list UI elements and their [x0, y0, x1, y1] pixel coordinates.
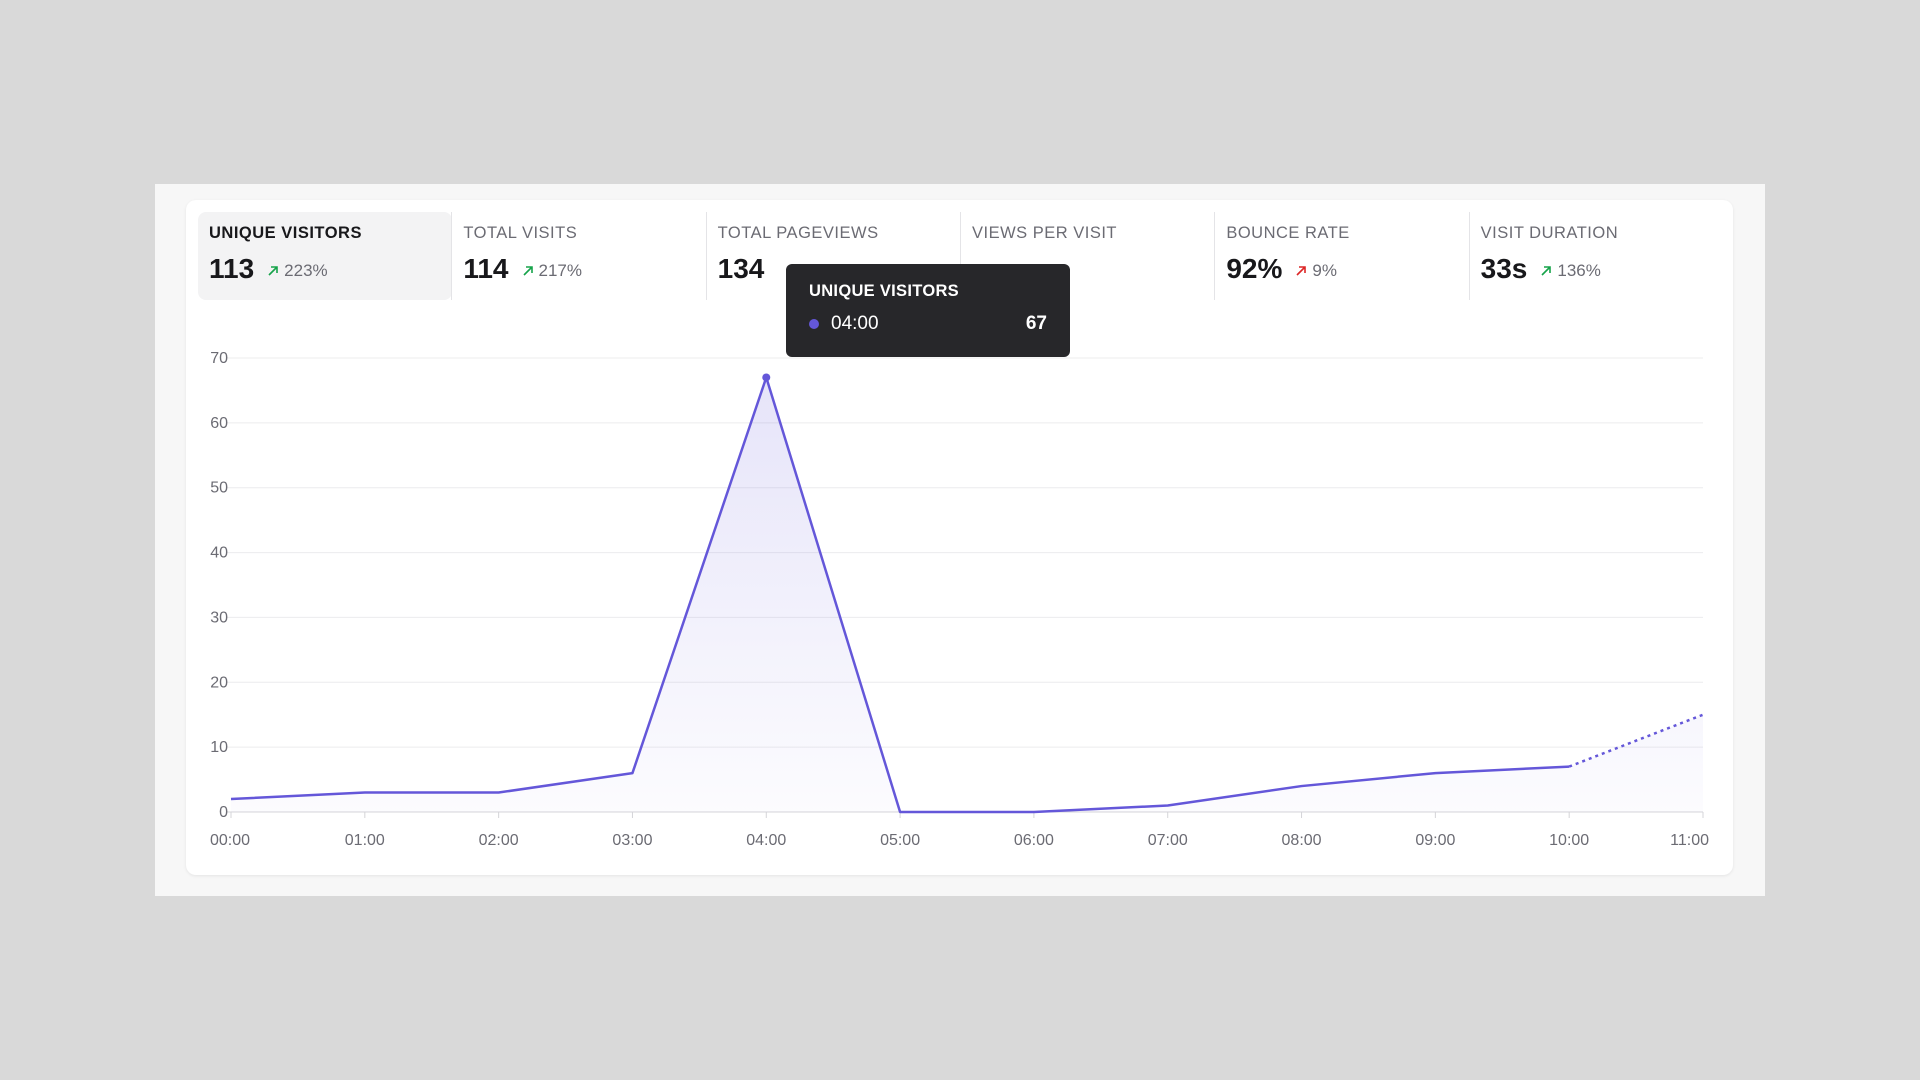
arrow-up-right-icon: [522, 266, 533, 276]
stat-bounce-rate[interactable]: BOUNCE RATE 92% 9%: [1214, 212, 1469, 300]
stat-change: 217%: [521, 261, 582, 281]
stat-unique-visitors[interactable]: UNIQUE VISITORS 113 223%: [198, 212, 453, 300]
stat-change: 136%: [1539, 261, 1601, 281]
stat-divider: [959, 212, 961, 300]
stat-label: TOTAL VISITS: [463, 224, 578, 242]
stat-change-value: 217%: [538, 261, 582, 280]
stat-value: 114: [463, 253, 509, 284]
stat-divider: [1468, 212, 1470, 300]
stat-value: 134: [717, 253, 765, 284]
arrow-up-right-icon: [1541, 266, 1552, 276]
stat-total-pageviews[interactable]: TOTAL PAGEVIEWS 134: [705, 212, 961, 300]
stats-row: UNIQUE VISITORS 113 223% TOTAL VISITS 11…: [198, 212, 1724, 302]
chart-tooltip: UNIQUE VISITORS 04:00 67: [786, 264, 1070, 357]
stat-divider: [1214, 212, 1216, 300]
stat-label: VIEWS PER VISIT: [971, 224, 1118, 242]
stat-label: VISIT DURATION: [1480, 224, 1619, 242]
stat-divider: [451, 212, 453, 300]
stat-change-value: 9%: [1312, 261, 1337, 280]
arrow-up-right-icon: [268, 266, 278, 276]
stat-value: 113: [209, 253, 255, 284]
stat-change-value: 223%: [284, 261, 328, 280]
stat-label: UNIQUE VISITORS: [209, 224, 362, 242]
stat-change: 223%: [266, 261, 328, 281]
stat-label: BOUNCE RATE: [1226, 224, 1350, 242]
tooltip-value: 67: [1025, 313, 1047, 334]
stat-value: 92%: [1226, 253, 1283, 284]
tooltip-title: UNIQUE VISITORS: [809, 282, 959, 300]
stat-change: 9%: [1294, 261, 1337, 281]
stat-change-value: 136%: [1557, 261, 1601, 280]
stat-label: TOTAL PAGEVIEWS: [717, 224, 879, 242]
stat-divider: [705, 212, 707, 300]
arrow-up-right-icon: [1296, 266, 1307, 276]
tooltip-time: 04:00: [831, 313, 879, 334]
stat-value: 33s: [1480, 253, 1528, 284]
stat-total-visits[interactable]: TOTAL VISITS 114 217%: [451, 212, 706, 300]
series-dot-icon: [809, 319, 819, 329]
stat-views-per-visit[interactable]: VIEWS PER VISIT: [959, 212, 1215, 300]
stat-visit-duration[interactable]: VISIT DURATION 33s 136%: [1468, 212, 1724, 300]
